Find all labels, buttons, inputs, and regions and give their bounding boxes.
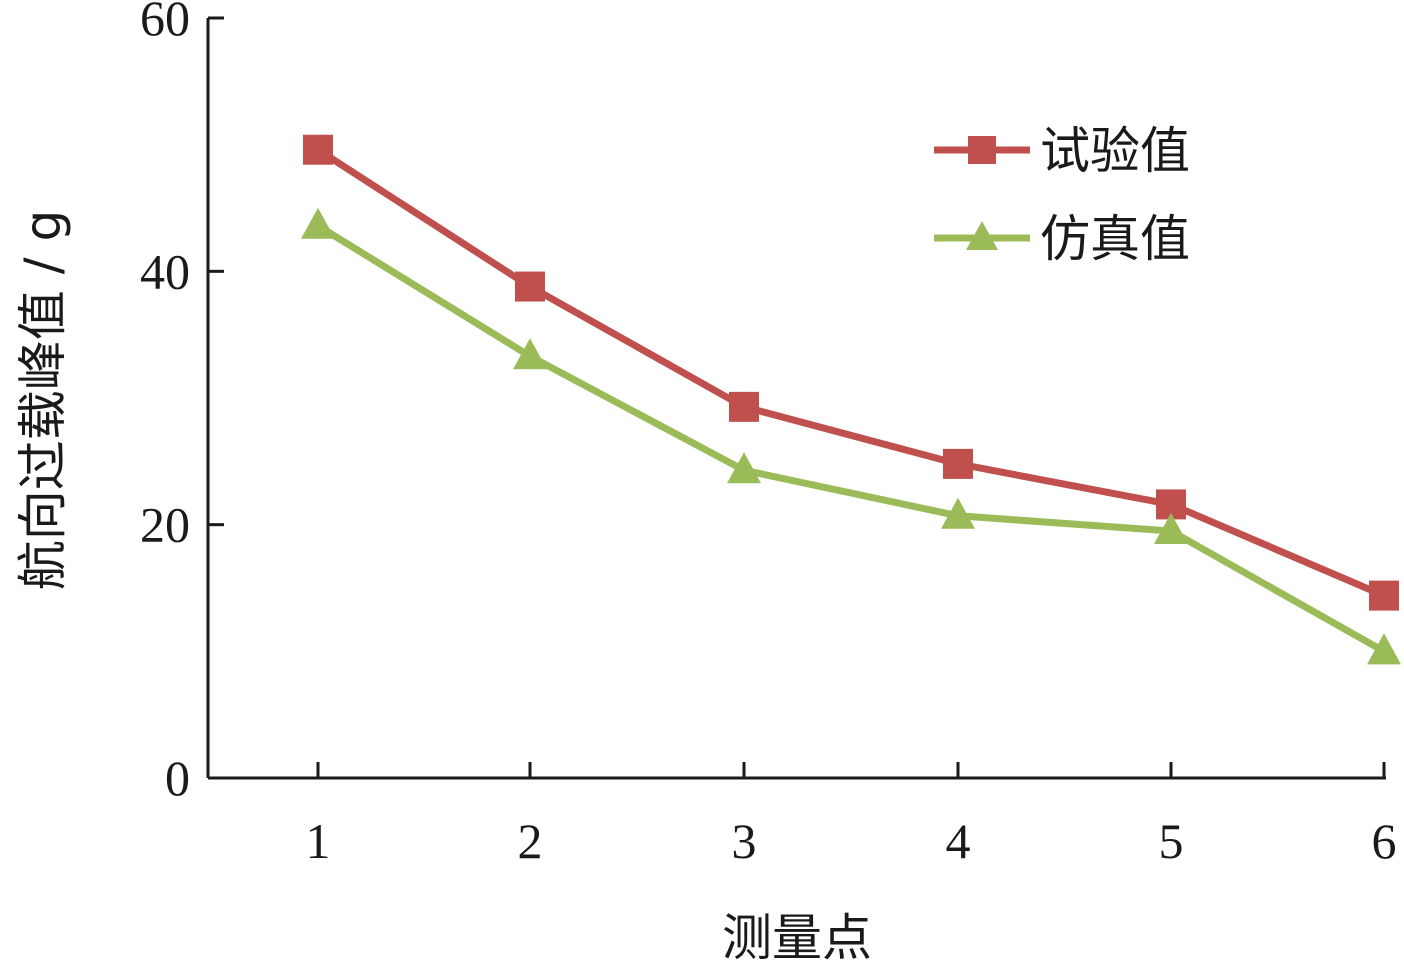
series-line <box>316 146 1386 599</box>
legend-label: 仿真值 <box>1040 210 1190 268</box>
legend-marker-triangle <box>966 221 998 250</box>
series-line <box>316 222 1386 655</box>
series-2 <box>301 207 1401 665</box>
y-tick-label: 40 <box>140 243 190 299</box>
y-tick-label: 20 <box>140 497 190 553</box>
data-point-triangle <box>1367 633 1401 665</box>
x-tick-label: 1 <box>306 813 331 869</box>
legend-item: 试验值 <box>934 122 1190 180</box>
x-axis-ticks: 1 2 3 4 5 6 <box>306 762 1397 869</box>
x-tick-label: 4 <box>946 813 971 869</box>
x-tick-label: 3 <box>732 813 757 869</box>
y-axis-title: 航向过载峰值 / g <box>14 210 72 590</box>
data-point-square <box>943 448 973 479</box>
data-point-square <box>729 391 759 422</box>
data-point-triangle <box>941 497 975 529</box>
legend-marker-square <box>968 136 996 164</box>
y-tick-label: 60 <box>140 0 190 46</box>
data-point-triangle <box>727 452 761 484</box>
y-axis-ticks: 0 20 40 60 <box>140 0 224 806</box>
data-point-square <box>1369 580 1399 611</box>
data-point-triangle <box>513 338 547 370</box>
data-point-triangle <box>301 207 335 239</box>
data-point-square <box>515 271 545 302</box>
x-axis-title: 测量点 <box>722 909 872 967</box>
x-tick-label: 6 <box>1372 813 1397 869</box>
legend-label: 试验值 <box>1040 122 1190 180</box>
data-point-triangle <box>1154 513 1188 544</box>
axes <box>206 18 1386 780</box>
series-1 <box>303 134 1399 611</box>
x-tick-label: 5 <box>1159 813 1184 869</box>
y-tick-label: 0 <box>165 750 190 806</box>
series-layer <box>301 134 1401 665</box>
legend-item: 仿真值 <box>934 210 1190 268</box>
x-tick-label: 2 <box>518 813 543 869</box>
data-point-square <box>303 134 333 165</box>
